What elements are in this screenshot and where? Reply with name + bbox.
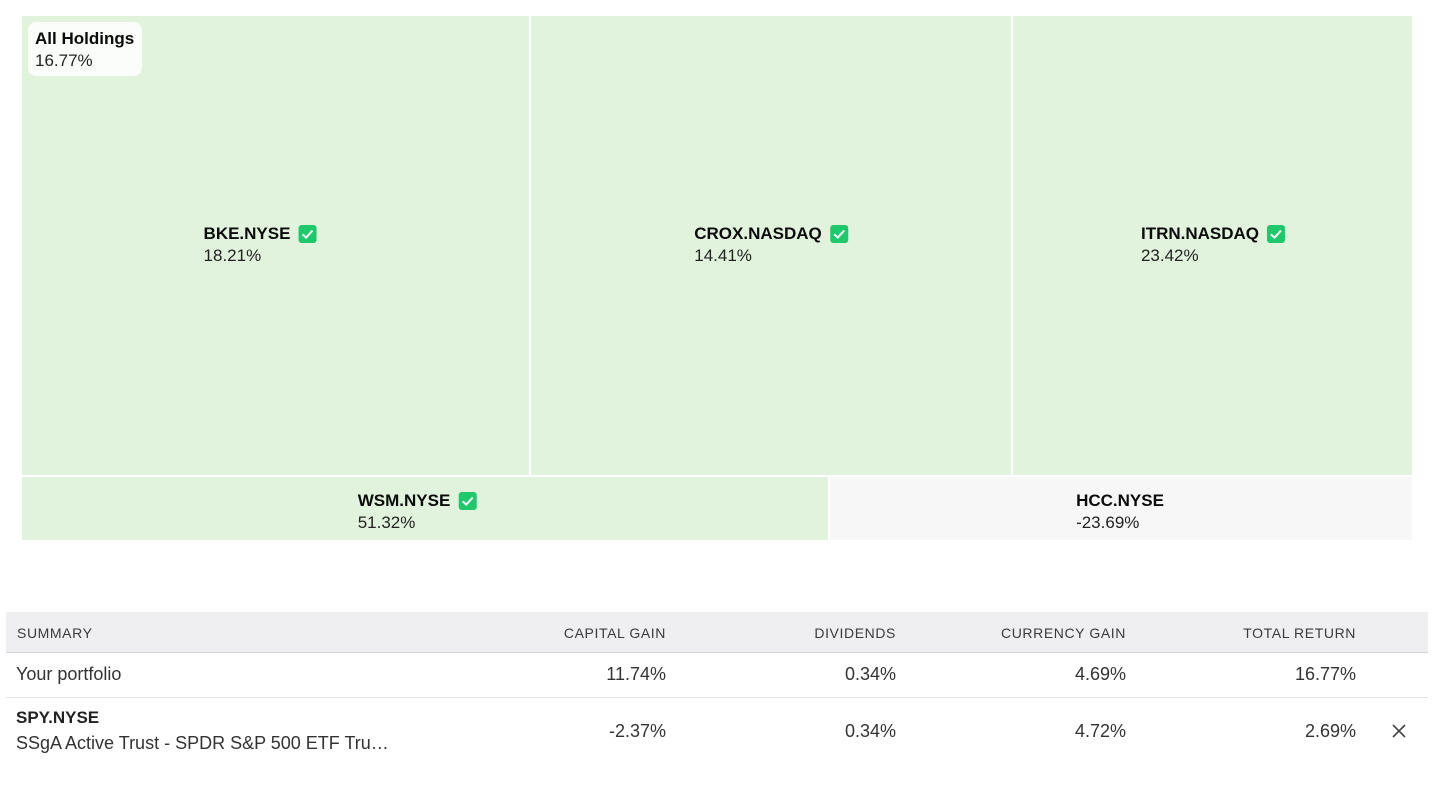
tile-ticker: HCC.NYSE	[1076, 491, 1164, 510]
all-holdings-value: 16.77%	[35, 51, 93, 70]
close-icon[interactable]	[1390, 722, 1408, 740]
tile-ticker: WSM.NYSE	[357, 491, 451, 510]
header-total-return[interactable]: TOTAL RETURN	[1243, 625, 1356, 641]
all-holdings-label: All Holdings	[35, 29, 135, 48]
row-fullname: SSgA Active Trust - SPDR S&P 500 ETF Tru…	[16, 733, 389, 753]
table-row: SPY.NYSE SSgA Active Trust - SPDR S&P 50…	[6, 698, 1428, 788]
dividends-value: 0.34%	[844, 721, 896, 741]
tile-ticker: CROX.NASDAQ	[694, 224, 822, 243]
summary-table: SUMMARY CAPITAL GAIN DIVIDENDS CURRENCY …	[6, 612, 1428, 788]
treemap-tile-bke[interactable]: BKE.NYSE 18.21%	[22, 16, 529, 475]
tile-return: 14.41%	[694, 246, 752, 265]
tile-name: ITRN.NASDAQ	[1140, 223, 1286, 245]
table-row: Your portfolio 11.74% 0.34% 4.69% 16.77%	[6, 653, 1428, 698]
tile-label: ITRN.NASDAQ 23.42%	[1140, 223, 1286, 267]
checkmark-icon	[1267, 225, 1286, 243]
tile-name: WSM.NYSE	[358, 490, 477, 512]
tile-return: 23.42%	[1140, 246, 1199, 265]
tile-label: WSM.NYSE 51.32%	[358, 490, 477, 534]
tile-name: BKE.NYSE	[204, 223, 317, 245]
header-dividends[interactable]: DIVIDENDS	[814, 625, 896, 641]
treemap-tile-hcc[interactable]: HCC.NYSE -23.69%	[830, 477, 1412, 540]
checkmark-icon	[829, 225, 848, 243]
all-holdings-badge[interactable]: All Holdings 16.77%	[28, 22, 143, 76]
treemap-tile-wsm[interactable]: WSM.NYSE 51.32%	[22, 477, 828, 540]
row-ticker[interactable]: SPY.NYSE	[16, 708, 100, 727]
header-capital-gain[interactable]: CAPITAL GAIN	[563, 625, 666, 641]
capital-gain-value: -2.37%	[608, 721, 666, 741]
dividends-value: 0.34%	[844, 664, 896, 684]
tile-label: BKE.NYSE 18.21%	[204, 223, 317, 267]
tile-ticker: BKE.NYSE	[203, 224, 291, 243]
tile-label: HCC.NYSE -23.69%	[1076, 490, 1164, 534]
tile-return: -23.69%	[1076, 513, 1140, 532]
tile-name: HCC.NYSE	[1076, 490, 1164, 512]
checkmark-icon	[458, 492, 477, 510]
total-return-value: 16.77%	[1294, 664, 1356, 684]
total-return-value: 2.69%	[1304, 721, 1356, 741]
tile-label: CROX.NASDAQ 14.41%	[694, 223, 848, 267]
header-summary[interactable]: SUMMARY	[17, 625, 93, 641]
holdings-treemap: BKE.NYSE 18.21% CROX.NASDAQ 14.41% ITRN.…	[22, 16, 1412, 540]
checkmark-icon	[298, 225, 317, 243]
currency-gain-value: 4.72%	[1074, 721, 1126, 741]
tile-return: 51.32%	[357, 513, 416, 532]
capital-gain-value: 11.74%	[606, 664, 666, 684]
treemap-tile-itrn[interactable]: ITRN.NASDAQ 23.42%	[1013, 16, 1412, 475]
currency-gain-value: 4.69%	[1074, 664, 1126, 684]
tile-name: CROX.NASDAQ	[694, 223, 848, 245]
row-label: Your portfolio	[16, 664, 122, 684]
tile-ticker: ITRN.NASDAQ	[1140, 224, 1260, 243]
treemap-tile-crox[interactable]: CROX.NASDAQ 14.41%	[531, 16, 1011, 475]
header-currency-gain[interactable]: CURRENCY GAIN	[1000, 625, 1126, 641]
tile-return: 18.21%	[203, 246, 262, 265]
summary-header-row: SUMMARY CAPITAL GAIN DIVIDENDS CURRENCY …	[6, 612, 1428, 653]
